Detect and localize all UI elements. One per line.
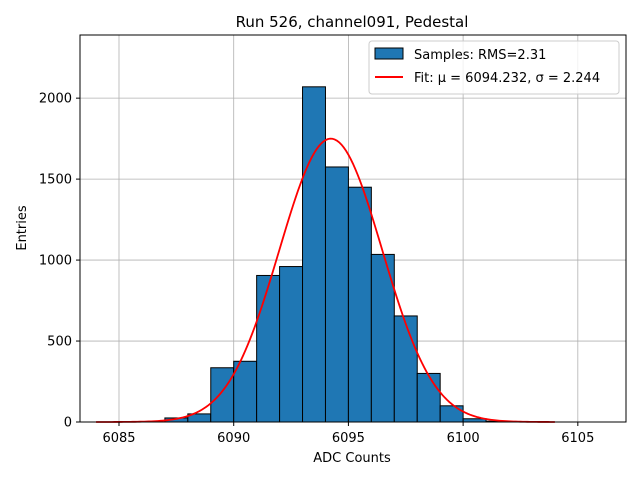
histogram-bar — [210, 367, 235, 423]
y-tick-label: 2000 — [39, 92, 72, 107]
x-tick-label: 6100 — [447, 431, 480, 446]
y-tick-label: 1500 — [39, 173, 72, 188]
legend-label-fit: Fit: μ = 6094.232, σ = 2.244 — [414, 71, 600, 86]
chart-title: Run 526, channel091, Pedestal — [236, 13, 469, 31]
x-tick-label: 6105 — [561, 431, 594, 446]
histogram-bar — [393, 315, 418, 423]
fit-curve — [96, 137, 555, 423]
x-axis-label: ADC Counts — [313, 451, 391, 466]
histogram-bar — [324, 166, 349, 423]
x-axis-ticks: 6085 6090 6095 6100 6105 — [102, 422, 594, 446]
legend-box — [368, 40, 620, 95]
histogram-bar — [256, 274, 281, 423]
histogram-bar — [416, 372, 441, 423]
x-tick-label: 6090 — [217, 431, 250, 446]
histogram-bar — [439, 405, 464, 423]
histogram-bar — [347, 186, 372, 423]
x-tick-label: 6095 — [332, 431, 365, 446]
y-axis-ticks: 0 500 1000 1500 2000 — [39, 92, 80, 431]
histogram-bar — [233, 360, 258, 423]
plot-frame — [79, 34, 627, 423]
x-tick-label: 6085 — [102, 431, 135, 446]
legend-label-samples: Samples: RMS=2.31 — [414, 48, 546, 63]
fit-curve-group — [96, 137, 555, 423]
legend: Samples: RMS=2.31 Fit: μ = 6094.232, σ =… — [368, 40, 620, 95]
legend-bar-swatch — [374, 47, 404, 60]
y-tick-label: 1000 — [39, 254, 72, 269]
y-tick-label: 0 — [64, 416, 72, 431]
y-axis-label: Entries — [15, 205, 30, 251]
y-tick-label: 500 — [47, 335, 72, 350]
histogram-bar — [279, 266, 304, 423]
histogram-bars — [164, 86, 510, 423]
histogram-bar — [302, 86, 326, 423]
